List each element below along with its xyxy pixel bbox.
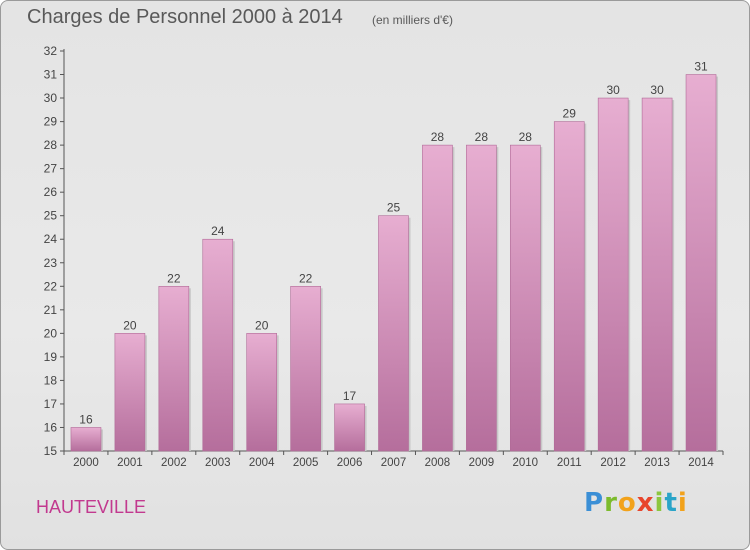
bar-value-label: 29 [563, 107, 577, 121]
y-tick-label: 31 [44, 68, 58, 82]
bar [202, 238, 234, 452]
x-tick-label: 2004 [249, 457, 275, 469]
x-tick-label: 2006 [337, 457, 363, 469]
y-tick-label: 15 [44, 444, 58, 458]
bar-value-label: 31 [694, 60, 708, 74]
x-tick-label: 2011 [557, 457, 582, 469]
bar [509, 144, 541, 452]
chart-subtitle: (en milliers d'€) [372, 13, 453, 27]
x-tick-label: 2010 [513, 457, 539, 469]
bar [114, 333, 146, 452]
bar-value-label: 28 [431, 130, 445, 144]
bar [466, 144, 497, 452]
y-tick-label: 25 [44, 209, 58, 223]
bar [553, 121, 585, 452]
y-tick-label: 18 [44, 373, 58, 387]
bar [641, 97, 673, 452]
bar-value-label: 24 [211, 224, 225, 238]
y-tick-label: 19 [44, 350, 58, 364]
bar [685, 74, 717, 452]
bar [422, 144, 453, 452]
y-tick-label: 17 [44, 397, 58, 411]
y-tick-label: 22 [44, 279, 58, 293]
y-tick-label: 16 [44, 420, 58, 434]
chart-title: Charges de Personnel 2000 à 2014 [27, 6, 343, 28]
y-tick-label: 21 [44, 303, 58, 317]
x-tick-label: 2001 [117, 457, 143, 469]
bar [378, 215, 409, 452]
bar [246, 333, 277, 452]
y-tick-label: 27 [44, 162, 58, 176]
x-tick-label: 2007 [381, 457, 407, 469]
x-tick-label: 2013 [644, 457, 670, 469]
y-tick-label: 28 [44, 138, 58, 152]
bar-value-label: 22 [299, 271, 313, 285]
bar-value-label: 22 [167, 271, 181, 285]
bar [290, 285, 321, 452]
bar-value-label: 20 [123, 318, 137, 332]
y-tick-label: 24 [44, 232, 58, 246]
y-tick-label: 26 [44, 185, 58, 199]
x-tick-label: 2002 [161, 457, 187, 469]
bar [597, 97, 629, 452]
bar [334, 403, 365, 452]
bar [158, 285, 190, 452]
y-tick-label: 20 [44, 326, 58, 340]
x-tick-label: 2000 [73, 457, 99, 469]
bar-value-label: 30 [650, 83, 664, 97]
x-tick-label: 2005 [293, 457, 319, 469]
x-tick-label: 2003 [205, 457, 231, 469]
bar-value-label: 28 [519, 130, 533, 144]
x-tick-label: 2009 [469, 457, 495, 469]
y-tick-label: 29 [44, 115, 58, 129]
proxiti-logo: Proxiti [584, 488, 688, 518]
bar-value-label: 16 [79, 412, 93, 426]
bar-value-label: 30 [606, 83, 620, 97]
bar [70, 427, 102, 452]
x-tick-label: 2008 [425, 457, 451, 469]
bar-value-label: 25 [387, 201, 401, 215]
bar-value-label: 20 [255, 318, 269, 332]
commune-name: HAUTEVILLE [36, 497, 147, 517]
y-tick-label: 23 [44, 256, 58, 270]
x-tick-label: 2014 [688, 457, 714, 469]
x-tick-label: 2012 [600, 457, 626, 469]
bar-value-label: 28 [475, 130, 489, 144]
bar-value-label: 17 [343, 389, 357, 403]
y-tick-label: 32 [44, 44, 58, 58]
y-tick-label: 30 [44, 91, 58, 105]
